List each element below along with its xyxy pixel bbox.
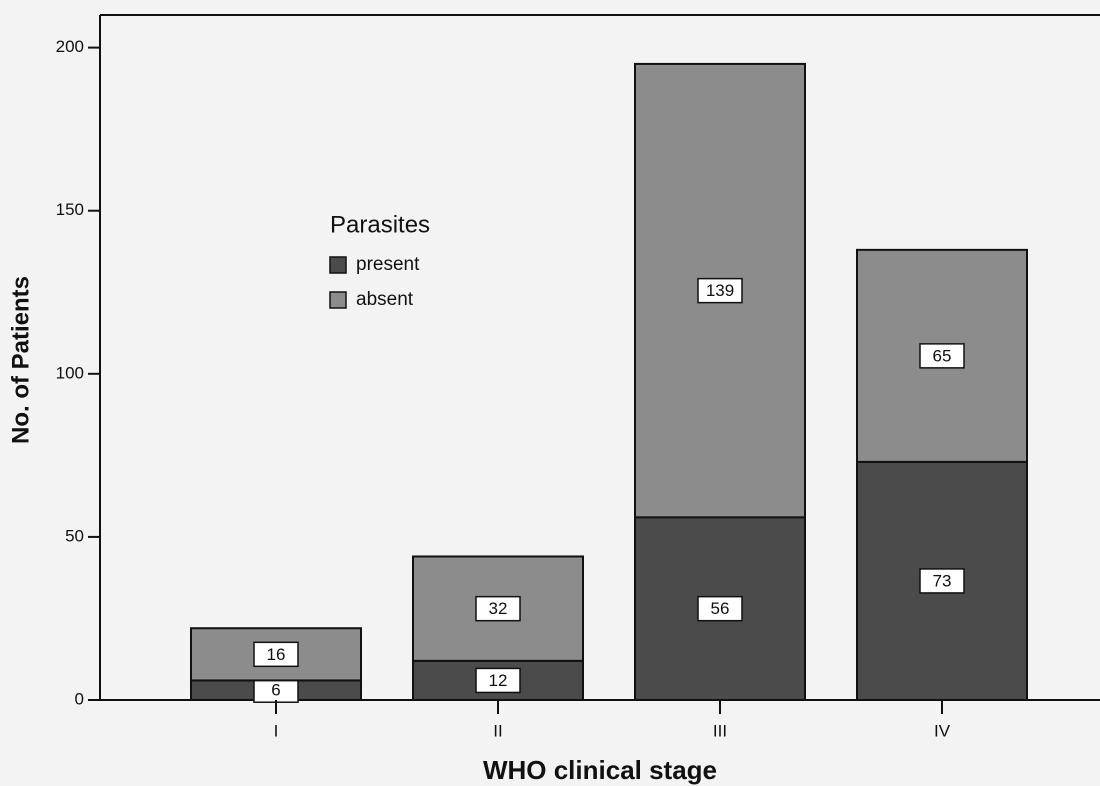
legend-swatch — [329, 291, 347, 309]
x-tick-label: IV — [934, 721, 951, 740]
value-label-box — [919, 568, 965, 594]
value-label-box — [475, 667, 521, 694]
y-axis-title: No. of Patients — [7, 276, 34, 444]
value-label: 65 — [933, 346, 952, 365]
value-label: 16 — [267, 645, 286, 664]
legend-label: absent — [356, 289, 414, 310]
value-label-box — [253, 641, 299, 668]
legend-label: present — [356, 254, 420, 275]
y-tick-label: 200 — [56, 37, 84, 56]
legend-swatch — [329, 256, 347, 274]
y-tick-label: 0 — [75, 689, 84, 708]
value-label-box — [919, 343, 965, 369]
value-label: 73 — [933, 571, 952, 590]
x-axis-title: WHO clinical stage — [483, 755, 717, 785]
y-tick-label: 50 — [65, 526, 84, 545]
x-tick-label: III — [713, 721, 727, 740]
value-label-box — [697, 277, 743, 304]
value-label: 32 — [489, 599, 508, 618]
x-tick-label: II — [493, 721, 502, 740]
value-label-box — [475, 595, 521, 622]
y-tick-label: 100 — [56, 363, 84, 382]
value-label: 12 — [489, 671, 508, 690]
legend-title: Parasites — [330, 211, 430, 238]
value-label: 139 — [706, 281, 734, 300]
x-tick-label: I — [274, 721, 279, 740]
value-label-box — [697, 595, 743, 622]
value-label: 6 — [271, 681, 280, 700]
y-tick-label: 150 — [56, 200, 84, 219]
value-label: 56 — [711, 599, 730, 618]
